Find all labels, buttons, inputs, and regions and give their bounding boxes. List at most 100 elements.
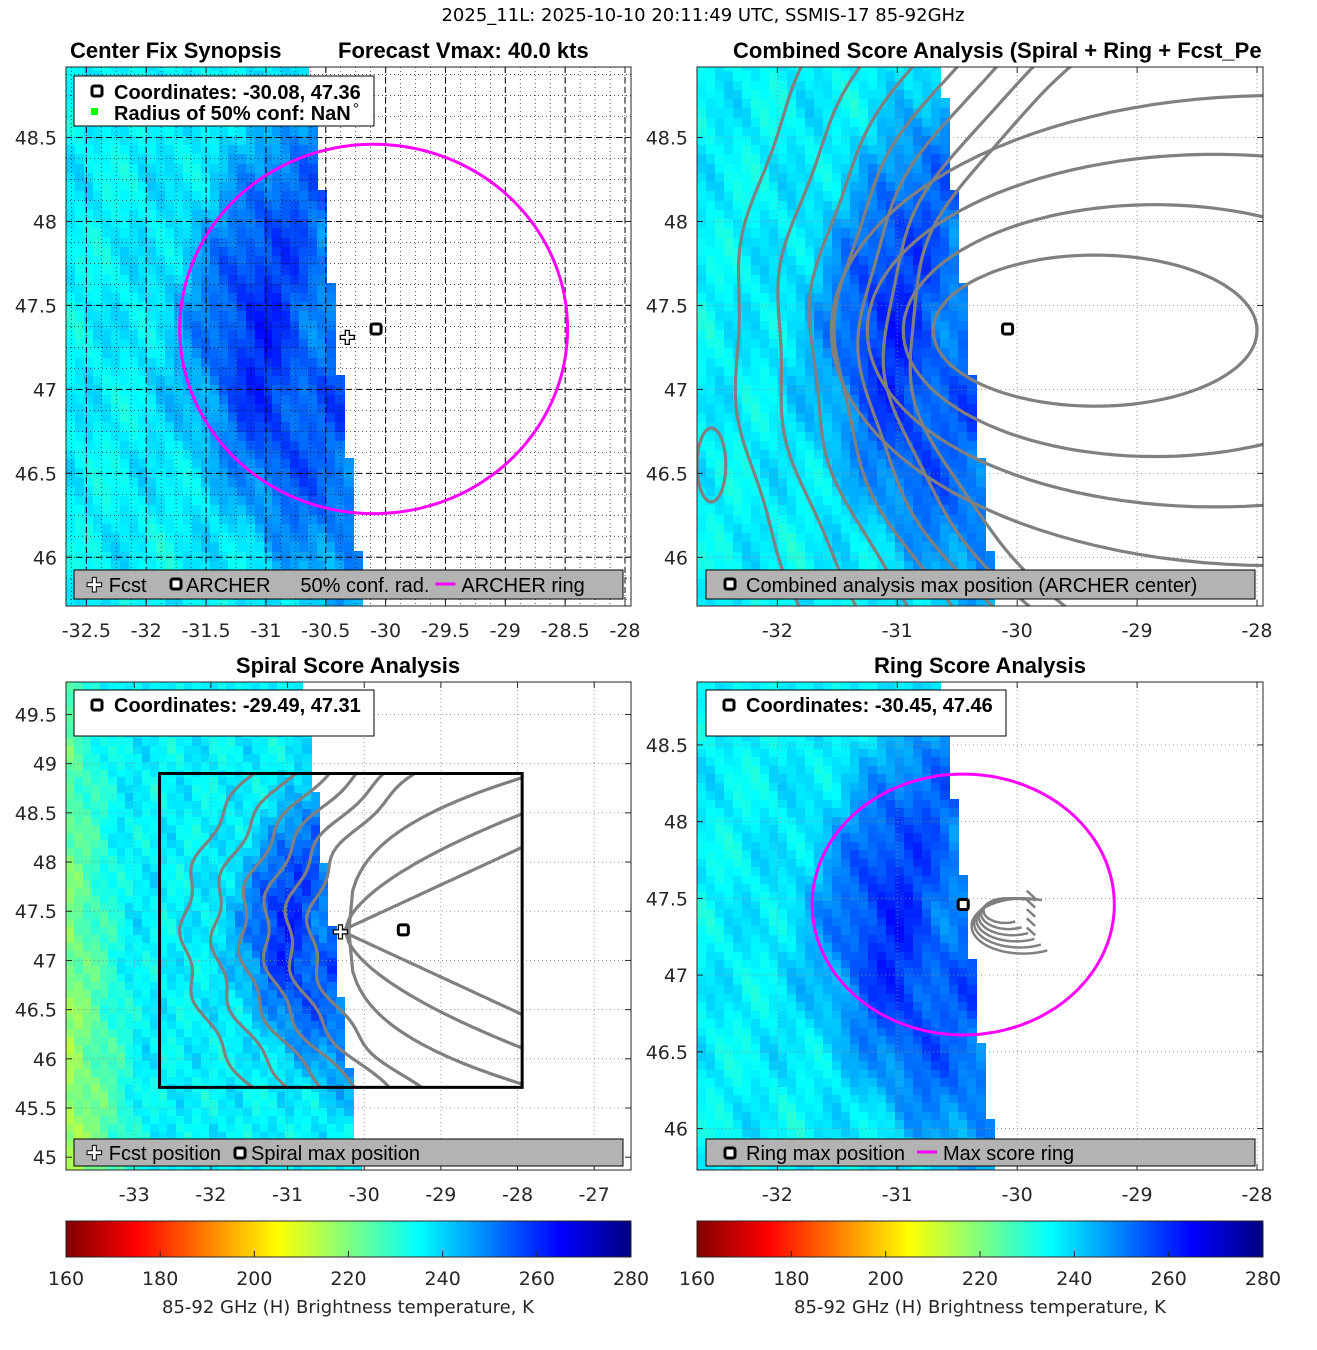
heatmap-cell	[111, 153, 121, 164]
heatmap-cell	[724, 523, 734, 533]
contour-line	[865, 152, 1263, 509]
heatmap-cell	[706, 200, 716, 210]
heatmap-cell	[877, 597, 887, 606]
heatmap-cell	[100, 1068, 109, 1077]
heatmap-cell	[913, 394, 923, 404]
heatmap-cell	[778, 560, 788, 570]
heatmap-cell	[264, 541, 273, 552]
heatmap-cell	[733, 153, 743, 164]
heatmap-cell	[117, 1107, 126, 1116]
heatmap-cell	[147, 495, 157, 505]
heatmap-cell	[91, 1013, 101, 1021]
heatmap-cell	[733, 495, 743, 505]
heatmap-cell	[308, 403, 318, 413]
heatmap-cell	[308, 190, 318, 201]
heatmap-cell	[165, 163, 175, 173]
heatmap-cell	[147, 338, 157, 348]
heatmap-cell	[66, 569, 76, 579]
heatmap-cell	[344, 504, 354, 515]
heatmap-cell	[326, 458, 336, 468]
heatmap-cell	[237, 237, 247, 247]
heatmap-cell	[120, 329, 130, 339]
heatmap-cell	[192, 950, 202, 958]
heatmap-cell	[715, 172, 725, 182]
heatmap-cell	[290, 292, 300, 302]
heatmap-cell	[125, 950, 134, 958]
heatmap-cell	[84, 412, 94, 422]
heatmap-cell	[237, 394, 247, 404]
heatmap-cell	[778, 532, 788, 542]
heatmap-cell	[697, 70, 707, 81]
heatmap-cell	[760, 246, 770, 256]
heatmap-cell	[724, 551, 734, 561]
heatmap-cell	[192, 375, 202, 385]
heatmap-cell	[102, 329, 112, 339]
heatmap-cell	[120, 181, 130, 191]
heatmap-cell	[913, 89, 923, 99]
heatmap-cell	[886, 329, 896, 339]
heatmap-cell	[895, 144, 905, 154]
heatmap-cell	[308, 163, 318, 173]
heatmap-cell	[742, 514, 752, 524]
heatmap-cell	[805, 375, 815, 385]
heatmap-cell	[183, 264, 193, 275]
heatmap-cell	[66, 117, 76, 127]
heatmap-cell	[344, 1091, 354, 1100]
heatmap-cell	[940, 283, 950, 293]
heatmap-cell	[940, 126, 950, 136]
heatmap-cell	[760, 320, 770, 330]
heatmap-cell	[895, 357, 905, 367]
heatmap-cell	[859, 394, 869, 404]
heatmap-cell	[66, 357, 76, 367]
heatmap-cell	[66, 541, 76, 552]
heatmap-cell	[317, 237, 327, 247]
heatmap-cell	[299, 320, 309, 330]
heatmap-cell	[219, 458, 229, 468]
heatmap-cell	[913, 375, 923, 385]
heatmap-cell	[940, 320, 950, 330]
heatmap-cell	[129, 292, 139, 302]
heatmap-cell	[167, 1131, 177, 1140]
heatmap-cell	[832, 523, 842, 533]
heatmap-cell	[841, 504, 851, 515]
heatmap-cell	[850, 366, 860, 376]
heatmap-cell	[913, 541, 923, 552]
heatmap-cell	[715, 606, 725, 616]
heatmap-cell	[102, 477, 112, 487]
heatmap-cell	[75, 486, 85, 496]
heatmap-cell	[120, 338, 130, 348]
heatmap-cell	[138, 366, 148, 376]
heatmap-cell	[120, 264, 130, 275]
heatmap-cell	[742, 126, 752, 136]
heatmap-cell	[913, 246, 923, 256]
heatmap-cell	[796, 172, 806, 182]
heatmap-cell	[252, 1060, 261, 1069]
heatmap-cell	[913, 467, 923, 478]
heatmap-cell	[319, 1044, 328, 1053]
heatmap-cell	[949, 200, 959, 210]
heatmap-cell	[299, 541, 309, 552]
heatmap-cell	[260, 1123, 269, 1132]
heatmap-cell	[228, 467, 238, 478]
heatmap-cell	[165, 126, 175, 136]
heatmap-cell	[823, 292, 833, 302]
heatmap-cell	[93, 163, 103, 173]
y-tick-label: 46.5	[646, 463, 688, 485]
heatmap-cell	[228, 320, 238, 330]
heatmap-cell	[326, 486, 336, 496]
heatmap-cell	[138, 135, 148, 145]
heatmap-cell	[176, 1123, 185, 1132]
heatmap-cell	[264, 292, 273, 302]
heatmap-cell	[66, 532, 76, 542]
heatmap-cell	[311, 1131, 320, 1140]
heatmap-cell	[940, 523, 950, 533]
heatmap-cell	[66, 292, 76, 302]
heatmap-cell	[895, 458, 905, 468]
heatmap-cell	[100, 973, 109, 982]
heatmap-cell	[83, 973, 92, 982]
heatmap-cell	[264, 163, 273, 173]
heatmap-cell	[317, 255, 327, 265]
heatmap-cell	[147, 541, 157, 552]
heatmap-cell	[302, 1107, 312, 1116]
heatmap-cell	[235, 1028, 244, 1037]
